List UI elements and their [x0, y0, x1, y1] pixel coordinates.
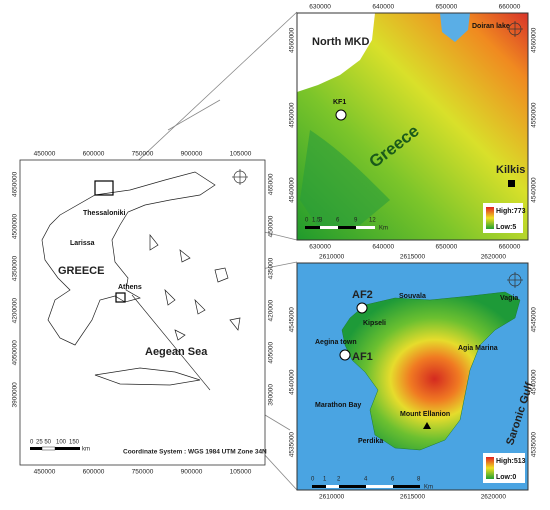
- place-label: Kilkis: [496, 164, 525, 176]
- place-label: Larissa: [70, 240, 95, 247]
- scale-label: 6: [391, 477, 395, 483]
- scale-label: km: [82, 447, 90, 453]
- place-label: Athens: [118, 284, 142, 291]
- axis-tick-label: 105000: [230, 469, 252, 476]
- axis-tick-label: 4545000: [531, 307, 538, 333]
- aegina-panel: AF2 Souvala Vagia Kipseli Aegina town AF…: [296, 262, 536, 491]
- axis-tick-label: 4350000: [12, 256, 19, 282]
- axis-tick-label: 4540000: [289, 177, 296, 203]
- axis-tick-label: 4535000: [289, 432, 296, 458]
- place-label: KF1: [333, 99, 346, 106]
- axis-tick-label: 435000: [268, 257, 275, 279]
- axis-tick-label: 2620000: [481, 254, 507, 261]
- axis-tick-label: 405000: [268, 342, 275, 364]
- axis-tick-label: 4560000: [289, 27, 296, 53]
- place-label: Marathon Bay: [315, 402, 361, 409]
- axis-tick-label: 900000: [181, 469, 203, 476]
- place-label: Kipseli: [363, 320, 386, 327]
- place-label: AF1: [352, 351, 373, 363]
- axis-tick-label: 660000: [499, 244, 521, 251]
- greece-outline: [41, 171, 241, 386]
- scale-label: 8: [417, 477, 421, 483]
- axis-tick-label: 2615000: [400, 254, 426, 261]
- scale-label: 6: [336, 218, 340, 224]
- scale-label: Km: [424, 485, 433, 491]
- scale-label: 100: [56, 440, 67, 446]
- axis-tick-label: 630000: [309, 244, 331, 251]
- axis-tick-label: 750000: [132, 469, 154, 476]
- scale-label: 12: [369, 218, 376, 224]
- axis-tick-label: 390000: [268, 384, 275, 406]
- place-label: Aegean Sea: [145, 346, 208, 358]
- axis-tick-label: 650000: [436, 4, 458, 11]
- axis-tick-label: 600000: [83, 151, 105, 158]
- axis-tick-label: 4050000: [12, 340, 19, 366]
- north-panel: North MKD Doiran lake KF1 Greece Kilkis …: [296, 12, 529, 241]
- axis-tick-label: 4550000: [531, 102, 538, 128]
- scale-label: 1.5: [312, 218, 321, 224]
- scale-label: 25 50: [36, 440, 52, 446]
- overview-panel: Thessaloniki Larissa GREECE Athens Aegea…: [19, 159, 267, 466]
- legend-label: High:513: [496, 458, 526, 465]
- place-label: AF2: [352, 289, 373, 301]
- axis-tick-label: 4500000: [12, 213, 19, 239]
- axis-tick-label: 2610000: [319, 494, 345, 501]
- axis-tick-label: 4560000: [531, 27, 538, 53]
- axis-tick-label: 450000: [268, 215, 275, 237]
- axis-tick-label: 2610000: [319, 254, 345, 261]
- place-label: GREECE: [58, 265, 104, 277]
- place-label: Vagia: [500, 295, 518, 302]
- axis-tick-label: 900000: [181, 151, 203, 158]
- place-label: Thessaloniki: [83, 210, 125, 217]
- place-label: Aegina town: [315, 339, 357, 346]
- axis-tick-label: 4550000: [289, 102, 296, 128]
- axis-tick-label: 4650000: [12, 171, 19, 197]
- axis-tick-label: 450000: [34, 469, 56, 476]
- axis-tick-label: 4540000: [531, 369, 538, 395]
- legend-label: Low:0: [496, 474, 516, 481]
- axis-tick-label: 465000: [268, 173, 275, 195]
- axis-tick-label: 4540000: [531, 177, 538, 203]
- axis-tick-label: 420000: [268, 299, 275, 321]
- scale-label: 150: [69, 440, 80, 446]
- legend-label: High:773: [496, 208, 526, 215]
- axis-tick-label: 105000: [230, 151, 252, 158]
- place-label: Souvala: [399, 293, 426, 300]
- axis-tick-label: 2620000: [481, 494, 507, 501]
- axis-tick-label: 2615000: [400, 494, 426, 501]
- axis-tick-label: 650000: [436, 244, 458, 251]
- axis-tick-label: 4535000: [531, 432, 538, 458]
- place-label: North MKD: [312, 36, 369, 48]
- axis-tick-label: 640000: [372, 244, 394, 251]
- scale-label: 0: [305, 218, 309, 224]
- axis-tick-label: 660000: [499, 4, 521, 11]
- scale-label: 9: [354, 218, 358, 224]
- scale-label: 4: [364, 477, 368, 483]
- place-label: Perdika: [358, 438, 383, 445]
- scale-label: Km: [379, 226, 388, 232]
- place-label: Doiran lake: [472, 23, 510, 30]
- crs-note: Coordinate System : WGS 1984 UTM Zone 34…: [123, 449, 267, 456]
- axis-tick-label: 630000: [309, 4, 331, 11]
- scale-label: 3: [319, 218, 323, 224]
- axis-tick-label: 4200000: [12, 298, 19, 324]
- axis-tick-label: 450000: [34, 151, 56, 158]
- axis-tick-label: 750000: [132, 151, 154, 158]
- scale-label: 1: [323, 477, 327, 483]
- axis-tick-label: 640000: [372, 4, 394, 11]
- legend-label: Low:5: [496, 224, 516, 231]
- place-label: Agia Marina: [458, 345, 498, 352]
- axis-tick-label: 4545000: [289, 307, 296, 333]
- scale-label: 0: [311, 477, 315, 483]
- place-label: Mount Ellanion: [400, 411, 450, 418]
- axis-tick-label: 4540000: [289, 369, 296, 395]
- scale-label: 2: [337, 477, 341, 483]
- scale-label: 0: [30, 440, 34, 446]
- axis-tick-label: 3900000: [12, 382, 19, 408]
- axis-tick-label: 600000: [83, 469, 105, 476]
